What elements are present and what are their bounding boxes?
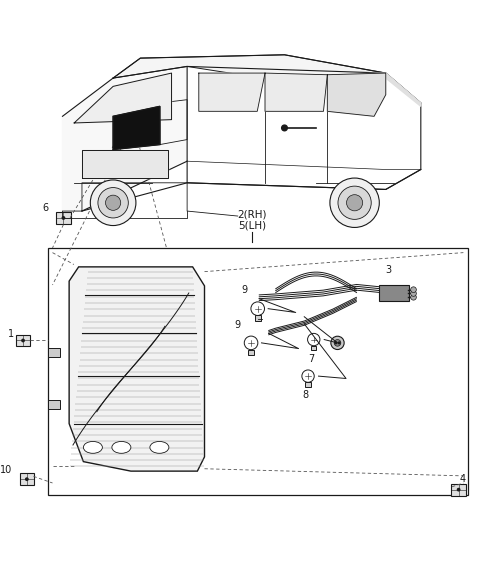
Circle shape [335,342,336,344]
FancyBboxPatch shape [248,350,254,355]
Circle shape [330,178,379,227]
Circle shape [62,217,65,219]
Polygon shape [62,66,187,211]
Polygon shape [74,73,171,123]
Text: 7: 7 [308,354,314,364]
Text: 1: 1 [8,329,14,339]
FancyBboxPatch shape [311,346,316,350]
FancyBboxPatch shape [20,473,34,485]
Circle shape [25,478,28,480]
Circle shape [411,287,416,293]
Polygon shape [386,73,421,107]
Polygon shape [113,107,160,150]
FancyBboxPatch shape [305,382,311,387]
FancyBboxPatch shape [16,335,30,346]
Circle shape [90,180,136,226]
Text: 3: 3 [386,265,392,276]
Bar [48,248,468,495]
Text: 2(RH)
5(LH): 2(RH) 5(LH) [237,209,267,231]
Circle shape [282,125,288,131]
Text: 10: 10 [0,465,12,475]
Circle shape [457,488,460,491]
Circle shape [338,186,371,219]
FancyBboxPatch shape [451,484,466,496]
Polygon shape [113,55,386,86]
Circle shape [22,339,24,342]
Circle shape [98,188,128,218]
Text: 6: 6 [42,202,48,213]
FancyBboxPatch shape [255,315,261,321]
Text: 9: 9 [235,320,241,329]
Polygon shape [199,73,265,111]
Circle shape [411,294,416,300]
Circle shape [334,340,341,346]
Circle shape [411,291,416,297]
FancyBboxPatch shape [56,212,71,224]
Circle shape [347,194,363,211]
Polygon shape [327,73,386,116]
Bar [48,400,60,409]
FancyBboxPatch shape [379,285,409,301]
Text: 4: 4 [459,474,466,484]
Ellipse shape [150,442,169,453]
Ellipse shape [84,442,102,453]
Text: 8: 8 [302,390,309,400]
Polygon shape [265,73,327,111]
Text: 9: 9 [241,285,248,295]
Circle shape [331,336,344,349]
Polygon shape [82,150,168,178]
Bar [48,348,60,357]
Polygon shape [69,267,204,471]
Circle shape [338,342,340,344]
Circle shape [106,195,120,210]
Ellipse shape [112,442,131,453]
